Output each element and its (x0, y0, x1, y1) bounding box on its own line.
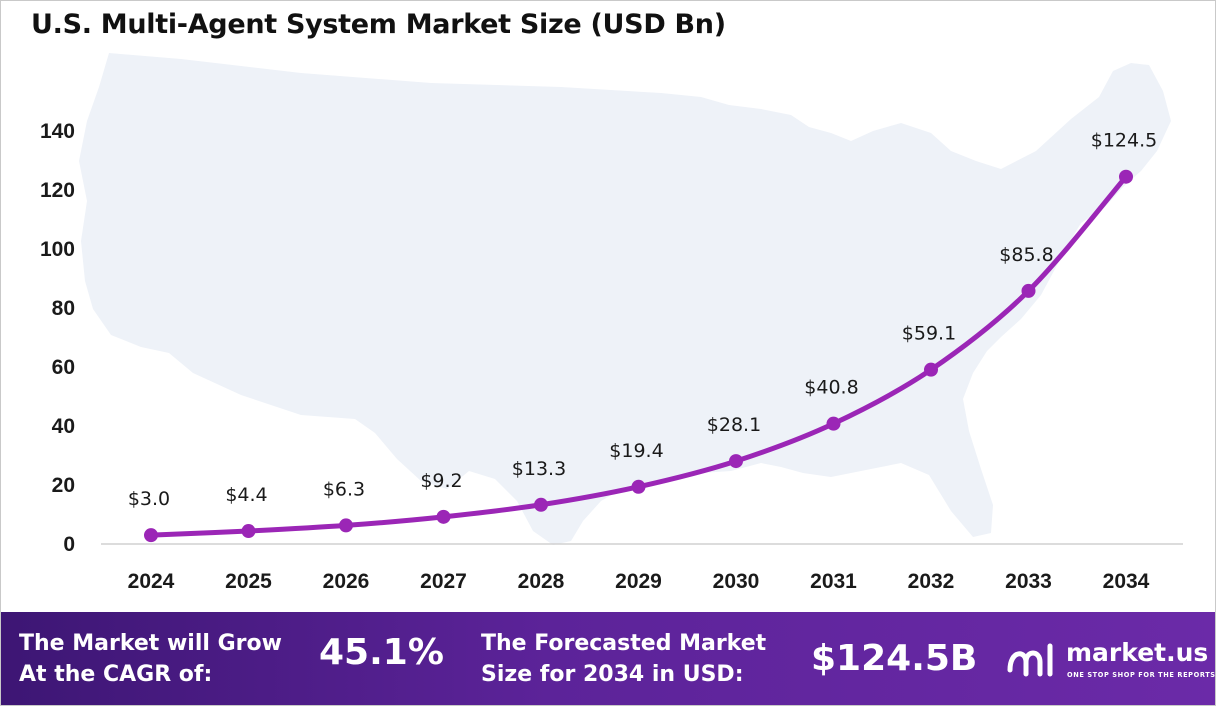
x-tick-label-2: 2026 (323, 570, 370, 593)
data-point-2033 (1021, 283, 1036, 298)
data-point-2024 (144, 528, 158, 543)
data-label-2026: $6.3 (323, 478, 365, 500)
x-tick-label-3: 2027 (420, 570, 467, 593)
brand-tagline: ONE STOP SHOP FOR THE REPORTS (1067, 671, 1216, 679)
forecast-caption: The Forecasted Market Size for 2034 in U… (481, 628, 766, 690)
data-label-2028: $13.3 (512, 458, 566, 480)
data-point-2028 (534, 497, 548, 512)
brand-name: market.us (1066, 638, 1209, 667)
y-tick-label-1: 20 (52, 474, 75, 497)
market-us-logo-icon (1007, 643, 1053, 677)
x-tick-label-5: 2029 (615, 570, 662, 593)
y-tick-label-2: 40 (52, 415, 75, 438)
y-tick-label-5: 100 (40, 238, 75, 261)
y-tick-label-6: 120 (40, 179, 75, 202)
data-point-markers (144, 169, 1133, 543)
data-label-2030: $28.1 (707, 414, 761, 436)
data-label-2027: $9.2 (420, 470, 462, 492)
forecast-caption-line-2: Size for 2034 in USD: (481, 662, 744, 687)
data-labels: $3.0 $4.4 $6.3 $9.2 $13.3 $19.4 $28.1 $40.8 $59.… (128, 130, 1157, 510)
x-tick-label-10: 2034 (1103, 570, 1150, 593)
y-tick-label-4: 80 (52, 297, 75, 320)
y-tick-label-7: 140 (40, 120, 75, 143)
data-point-2025 (241, 524, 256, 539)
data-label-2034: $124.5 (1091, 130, 1157, 152)
data-label-2033: $85.8 (999, 244, 1053, 266)
forecast-value: $124.5B (811, 638, 978, 679)
x-tick-label-8: 2032 (908, 570, 955, 593)
brand-block[interactable]: market.us ONE STOP SHOP FOR THE REPORTS (1006, 638, 1216, 684)
data-label-2029: $19.4 (609, 440, 663, 462)
data-point-2030 (729, 454, 743, 469)
x-tick-label-9: 2033 (1005, 570, 1052, 593)
data-point-2027 (436, 509, 451, 524)
summary-footer: The Market will Grow At the CAGR of: 45.… (1, 612, 1216, 705)
data-label-2024: $3.0 (128, 488, 170, 510)
x-tick-label-0: 2024 (128, 570, 175, 593)
cagr-caption: The Market will Grow At the CAGR of: (19, 628, 282, 690)
forecast-caption-line-1: The Forecasted Market (481, 631, 767, 656)
data-label-2032: $59.1 (902, 323, 956, 345)
data-point-2034 (1119, 169, 1133, 184)
x-tick-label-1: 2025 (225, 570, 272, 593)
usa-map-background (79, 53, 1171, 545)
x-tick-label-4: 2028 (518, 570, 565, 593)
data-label-2031: $40.8 (804, 377, 858, 399)
data-point-2026 (339, 518, 353, 533)
x-tick-label-6: 2030 (713, 570, 760, 593)
x-tick-label-7: 2031 (810, 570, 857, 593)
y-tick-label-3: 60 (52, 356, 75, 379)
data-point-2032 (924, 362, 938, 377)
y-axis-ticks: 0 20 40 60 80 100 120 140 (40, 120, 75, 556)
y-tick-label-0: 0 (63, 533, 75, 556)
x-axis-ticks: 2024 2025 2026 2027 2028 2029 2030 2031 2032 2033… (128, 570, 1150, 593)
cagr-value: 45.1% (319, 632, 444, 673)
data-label-2025: $4.4 (225, 484, 267, 506)
data-point-2031 (826, 416, 841, 431)
series-line (148, 174, 1129, 538)
cagr-caption-line-2: At the CAGR of: (19, 662, 213, 687)
cagr-caption-line-1: The Market will Grow (19, 631, 282, 656)
data-point-2029 (631, 479, 646, 494)
chart-title: U.S. Multi-Agent System Market Size (USD… (31, 9, 726, 40)
